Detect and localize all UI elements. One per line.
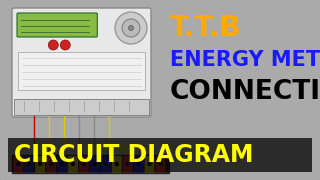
- FancyBboxPatch shape: [12, 8, 151, 117]
- Circle shape: [137, 163, 140, 165]
- Bar: [18, 52, 145, 90]
- FancyBboxPatch shape: [144, 156, 155, 172]
- Text: T.T.B: T.T.B: [170, 14, 242, 42]
- FancyBboxPatch shape: [133, 156, 144, 172]
- Circle shape: [129, 26, 133, 30]
- Bar: [12, 155, 169, 173]
- Text: CIRCUIT DIAGRAM: CIRCUIT DIAGRAM: [14, 143, 253, 167]
- Circle shape: [48, 40, 58, 50]
- Circle shape: [159, 163, 162, 165]
- FancyBboxPatch shape: [90, 156, 100, 172]
- Circle shape: [148, 163, 151, 165]
- Circle shape: [39, 163, 42, 165]
- FancyBboxPatch shape: [155, 156, 166, 172]
- Text: ENERGY METER: ENERGY METER: [170, 50, 320, 70]
- Circle shape: [71, 163, 75, 165]
- Circle shape: [104, 163, 107, 165]
- Circle shape: [60, 163, 64, 165]
- FancyBboxPatch shape: [17, 13, 97, 37]
- Circle shape: [17, 163, 20, 165]
- Circle shape: [122, 19, 140, 37]
- Circle shape: [126, 163, 129, 165]
- FancyBboxPatch shape: [68, 156, 78, 172]
- Bar: [8, 138, 312, 172]
- FancyBboxPatch shape: [122, 156, 133, 172]
- Circle shape: [50, 163, 53, 165]
- Circle shape: [60, 40, 70, 50]
- Circle shape: [83, 163, 85, 165]
- FancyBboxPatch shape: [35, 156, 46, 172]
- Circle shape: [28, 163, 31, 165]
- Circle shape: [115, 12, 147, 44]
- FancyBboxPatch shape: [57, 156, 68, 172]
- Circle shape: [93, 163, 96, 165]
- Bar: [14, 99, 149, 115]
- FancyBboxPatch shape: [13, 156, 24, 172]
- FancyBboxPatch shape: [111, 156, 122, 172]
- FancyBboxPatch shape: [24, 156, 35, 172]
- FancyBboxPatch shape: [79, 156, 89, 172]
- Text: CONNECTION: CONNECTION: [170, 79, 320, 105]
- FancyBboxPatch shape: [46, 156, 57, 172]
- Circle shape: [115, 163, 118, 165]
- FancyBboxPatch shape: [100, 156, 111, 172]
